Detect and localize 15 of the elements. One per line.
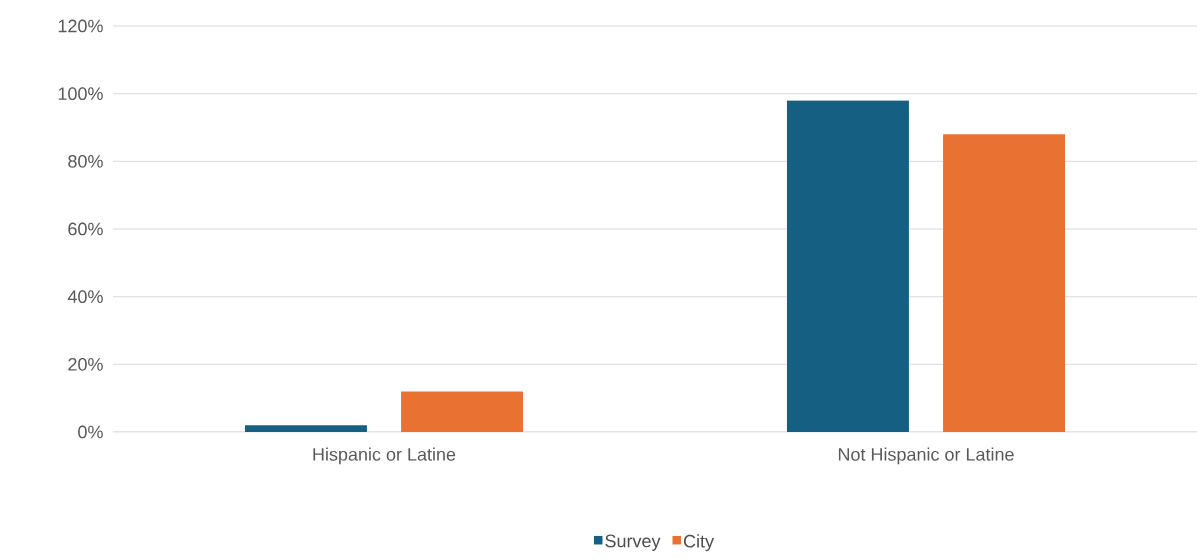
bar (943, 134, 1066, 432)
y-tick-label: 80% (68, 154, 103, 168)
y-tick-label: 120% (58, 19, 103, 33)
y-tick-label: 20% (68, 357, 103, 371)
y-tick-label: 100% (58, 87, 103, 101)
x-tick-label: Hispanic or Latine (313, 447, 456, 465)
y-tick-label: 40% (67, 290, 103, 304)
legend-label: City (683, 534, 715, 552)
y-tick-label: 0% (78, 425, 103, 439)
bar (786, 100, 909, 432)
legend-label: Survey (605, 534, 661, 551)
y-tick-label: 60% (68, 222, 103, 236)
bar (244, 425, 367, 432)
x-tick-label: Not Hispanic or Latine (838, 447, 1014, 465)
bar (401, 391, 524, 432)
